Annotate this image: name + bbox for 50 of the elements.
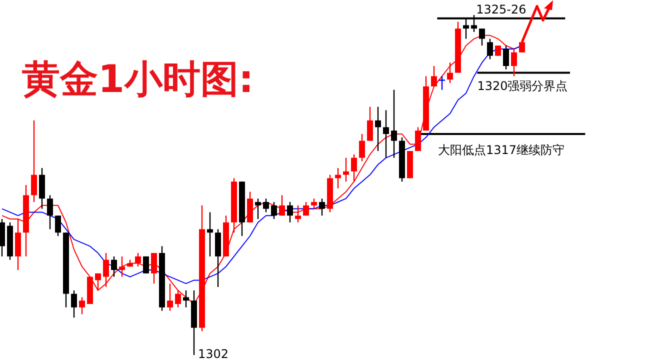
candlestick <box>343 157 349 182</box>
candlestick <box>487 38 493 60</box>
candlestick <box>103 252 109 288</box>
candlestick <box>447 62 453 84</box>
candlestick <box>359 133 365 162</box>
candlestick <box>183 290 189 308</box>
candlestick <box>415 126 421 152</box>
candlestick <box>495 45 501 56</box>
candlestick <box>479 28 485 46</box>
candlestick <box>55 215 61 237</box>
candlestick <box>271 201 277 220</box>
candlestick <box>431 65 437 87</box>
candlestick <box>79 296 85 315</box>
candlestick <box>111 256 117 278</box>
candlestick <box>95 272 101 291</box>
annotation: 1320强弱分界点 <box>477 78 568 93</box>
candlestick <box>319 198 325 216</box>
annotation: 1325-26 <box>476 2 526 16</box>
candlestick <box>207 212 213 257</box>
candlestick <box>247 191 253 223</box>
candlestick <box>263 198 269 213</box>
candlestick <box>143 256 149 274</box>
candlestick <box>295 204 301 223</box>
candlestick <box>383 110 389 158</box>
candlestick <box>519 42 525 53</box>
candlestick <box>503 45 509 70</box>
candlestick <box>119 256 125 278</box>
candlestick <box>15 218 21 271</box>
candlestick <box>31 120 37 203</box>
candlestick <box>0 218 5 257</box>
candlestick <box>47 194 53 230</box>
candlestick <box>255 198 261 220</box>
candlestick <box>311 198 317 210</box>
candlestick <box>135 252 141 268</box>
annotation: 1302 <box>198 347 229 361</box>
candlestick <box>511 48 517 77</box>
candlestick <box>303 201 309 216</box>
candlestick <box>439 76 445 90</box>
annotation: 大阳低点1317继续防守 <box>438 143 565 157</box>
candlestick <box>279 194 285 216</box>
candlestick <box>151 252 157 284</box>
candlestick <box>367 106 373 142</box>
candlestick <box>391 89 397 158</box>
candlestick <box>351 154 357 182</box>
candlestick <box>287 201 293 223</box>
candlestick <box>71 290 77 318</box>
text: 黄金1小时图: <box>22 57 254 101</box>
candlestick <box>215 228 221 288</box>
candlestick <box>39 167 45 210</box>
candlestick <box>375 106 381 152</box>
